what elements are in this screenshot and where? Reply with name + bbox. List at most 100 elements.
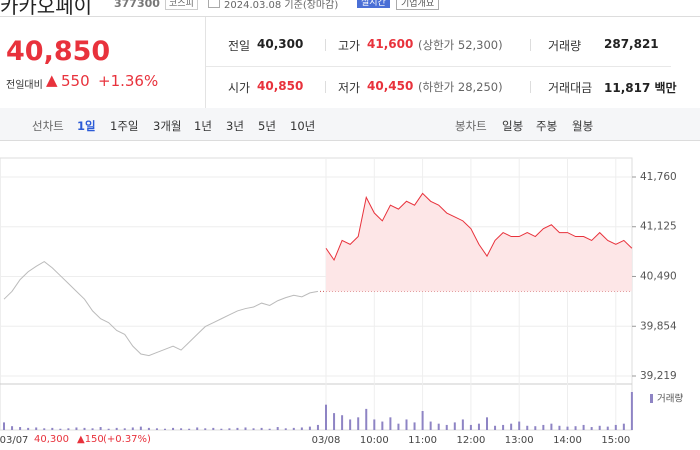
field-label: 전일	[228, 39, 251, 53]
x-tick-label: 14:00	[553, 435, 582, 446]
volume-bar	[244, 427, 247, 430]
volume-bar	[43, 428, 46, 430]
candle-tab[interactable]: 월봉	[572, 119, 594, 133]
volume-bar	[300, 427, 303, 430]
divider	[206, 66, 671, 67]
volume-bar	[180, 428, 183, 430]
volume-bar	[333, 413, 336, 430]
volume-bar	[550, 423, 553, 430]
volume-bar	[453, 422, 456, 430]
volume-bar	[164, 428, 166, 430]
y-tick-label: 41,760	[640, 171, 677, 183]
volume-bar	[526, 425, 529, 430]
legend-swatch	[650, 394, 653, 403]
volume-bar	[35, 427, 38, 430]
volume-bar	[373, 419, 376, 430]
volume-bar	[349, 419, 352, 430]
volume-bar	[75, 427, 78, 430]
period-tab[interactable]: 1일	[77, 119, 96, 133]
volume-bar	[558, 425, 561, 430]
y-tick-label: 39,219	[640, 370, 677, 382]
volume-bar	[389, 417, 392, 430]
volume-bar	[598, 425, 601, 430]
y-tick-label: 41,125	[640, 221, 677, 233]
tab-group-label: 선차트	[32, 119, 64, 133]
prev-close: 40,300	[34, 434, 69, 445]
field-label: 거래대금	[548, 81, 593, 95]
period-tab[interactable]: 10년	[290, 119, 316, 133]
x-tick-label: 10:00	[360, 435, 389, 446]
y-tick-label: 40,490	[640, 270, 677, 282]
volume-bar	[99, 427, 102, 430]
tab-group-label: 봉차트	[455, 119, 487, 133]
realtime-button[interactable]: 실시간	[357, 0, 390, 8]
col-divider	[530, 39, 531, 51]
field-value: 287,821	[604, 37, 659, 51]
volume-bar	[405, 419, 408, 430]
volume-bar	[477, 423, 480, 430]
change: 550	[61, 72, 90, 90]
volume-bar	[3, 422, 5, 430]
market-badge: 코스피	[165, 0, 198, 10]
volume-bar	[155, 428, 158, 430]
period-tab[interactable]: 3개월	[153, 119, 182, 133]
x-tick-label: 11:00	[408, 435, 437, 446]
chart: 39,219 39,854 40,490 41,125 41,760 03/07 03/08…	[0, 157, 683, 446]
tab-bar	[0, 108, 700, 141]
volume-bar	[381, 421, 384, 430]
volume-bar	[284, 428, 287, 430]
x-tick-label: 03/07	[0, 435, 28, 446]
volume-bar	[429, 421, 432, 430]
volume-bar	[188, 428, 191, 430]
volume-bar	[131, 427, 134, 430]
calendar-icon	[208, 0, 220, 8]
field-value: 41,600	[367, 37, 414, 51]
field-label: 거래량	[548, 39, 582, 53]
field-value: 40,300	[257, 37, 304, 51]
field-note: (상한가 52,300)	[418, 38, 503, 52]
volume-bar	[534, 426, 537, 430]
x-tick-label: 13:00	[505, 435, 534, 446]
period-tab[interactable]: 5년	[258, 119, 276, 133]
volume-bar	[606, 426, 609, 430]
volume-bar	[27, 427, 30, 430]
volume-bar	[316, 424, 319, 430]
period-tab[interactable]: 1년	[194, 119, 212, 133]
field-value: 11,817 백만	[604, 81, 677, 95]
volume-bar	[252, 428, 255, 430]
col-divider	[530, 81, 531, 93]
period-tab[interactable]: 3년	[226, 119, 244, 133]
plot-frame	[0, 157, 633, 431]
volume-bar	[510, 423, 513, 430]
overview-button[interactable]: 기업개요	[396, 0, 440, 10]
volume-bar	[276, 427, 279, 430]
candle-tab[interactable]: 일봉	[502, 119, 524, 133]
field-label: 시가	[228, 81, 251, 95]
volume-bar	[622, 423, 625, 430]
volume-bar	[325, 404, 327, 430]
volume-bar	[59, 428, 62, 430]
volume-bar	[204, 428, 207, 430]
volume-bar	[147, 427, 150, 430]
volume-bar	[469, 424, 472, 430]
volume-bar	[437, 423, 440, 430]
x-tick-label: 12:00	[456, 435, 485, 446]
current-price: 40,850	[6, 36, 111, 67]
volume-bar	[445, 424, 448, 430]
volume-bar	[292, 427, 295, 430]
field-label: 고가	[338, 39, 361, 53]
field-label: 저가	[338, 81, 361, 95]
period-tab[interactable]: 1주일	[110, 119, 139, 133]
candle-tab[interactable]: 주봉	[536, 119, 558, 133]
volume-bar	[83, 427, 86, 430]
volume-bar	[19, 427, 22, 430]
volume-bar	[494, 425, 497, 430]
volume-bar	[91, 428, 94, 430]
volume-bar	[228, 428, 231, 430]
x-tick-label: 15:00	[601, 435, 630, 446]
volume-bar	[11, 426, 14, 430]
volume-bar	[574, 426, 577, 430]
volume-bar	[67, 428, 70, 430]
volume-bar	[123, 428, 126, 430]
